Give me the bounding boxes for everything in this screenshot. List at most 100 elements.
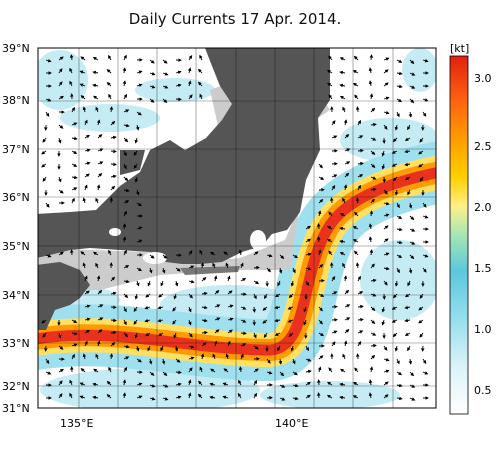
- current-arrow: [188, 94, 193, 100]
- current-arrow: [404, 332, 411, 336]
- current-arrow: [404, 305, 411, 310]
- current-arrow: [200, 353, 205, 360]
- current-arrow: [188, 356, 195, 360]
- current-arrow: [408, 267, 413, 274]
- current-arrow: [408, 358, 413, 365]
- current-arrow: [240, 262, 244, 269]
- current-arrow: [253, 265, 260, 270]
- current-arrow: [370, 187, 377, 192]
- current-arrow: [80, 95, 86, 100]
- colorbar-tick: 2.0: [474, 201, 492, 214]
- current-vectors: [41, 54, 429, 401]
- current-arrow: [162, 59, 168, 64]
- current-arrow: [303, 306, 307, 313]
- current-arrow: [199, 54, 203, 61]
- current-arrow: [122, 236, 127, 243]
- current-arrow: [45, 371, 52, 375]
- colorbar-tick: 1.0: [474, 323, 492, 336]
- current-arrow: [240, 319, 247, 323]
- current-arrow: [288, 293, 294, 299]
- current-arrow: [84, 173, 90, 178]
- current-arrow: [214, 317, 221, 321]
- current-arrow: [305, 394, 311, 399]
- current-arrow: [305, 252, 312, 257]
- current-arrow: [82, 106, 87, 113]
- current-arrow: [109, 106, 114, 113]
- current-arrow: [123, 249, 127, 256]
- current-arrow: [201, 291, 208, 296]
- current-arrow: [383, 238, 389, 243]
- current-arrow: [396, 254, 403, 258]
- current-arrow: [123, 332, 129, 338]
- current-arrow: [149, 397, 156, 401]
- current-arrow: [266, 371, 273, 375]
- current-arrow: [135, 124, 140, 131]
- current-arrow: [354, 94, 359, 100]
- current-arrow: [287, 319, 294, 323]
- current-arrow: [409, 215, 415, 221]
- current-arrow: [279, 254, 285, 260]
- current-arrow: [175, 370, 182, 375]
- current-arrow: [344, 328, 350, 334]
- current-arrow: [357, 275, 361, 282]
- current-arrow: [97, 148, 104, 152]
- current-arrow: [274, 318, 281, 323]
- current-arrow: [69, 67, 73, 74]
- current-arrow: [157, 305, 164, 310]
- current-arrow: [92, 70, 99, 75]
- current-arrow: [396, 71, 403, 76]
- current-arrow: [292, 358, 296, 365]
- current-arrow: [305, 369, 312, 374]
- current-arrow: [213, 340, 218, 347]
- current-arrow: [352, 70, 359, 74]
- current-arrow: [329, 262, 334, 269]
- current-arrow: [383, 280, 388, 286]
- current-arrow: [188, 345, 195, 349]
- current-arrow: [227, 340, 231, 347]
- map-area: [38, 48, 436, 408]
- current-arrow: [96, 275, 101, 282]
- current-arrow: [409, 228, 416, 232]
- current-arrow: [188, 279, 195, 284]
- current-arrow: [343, 340, 348, 347]
- current-arrow: [97, 172, 103, 178]
- current-arrow: [274, 305, 281, 310]
- current-arrow: [396, 202, 400, 209]
- current-arrow: [278, 358, 283, 365]
- current-arrow: [419, 137, 424, 143]
- current-arrow: [331, 174, 338, 178]
- current-arrow: [396, 84, 403, 89]
- current-arrow: [71, 106, 75, 113]
- current-arrow: [331, 185, 336, 191]
- current-arrow: [240, 353, 244, 360]
- current-arrow: [409, 371, 415, 377]
- current-arrow: [96, 119, 101, 126]
- current-arrow: [212, 353, 216, 360]
- current-arrow: [237, 392, 242, 399]
- current-arrow: [58, 393, 63, 399]
- current-arrow: [133, 319, 138, 325]
- current-arrow: [108, 93, 112, 100]
- current-arrow: [71, 319, 78, 323]
- current-arrow: [92, 83, 99, 88]
- current-arrow: [158, 332, 164, 337]
- current-arrow: [422, 254, 429, 258]
- colorbar-scale: [449, 55, 469, 415]
- current-arrow: [253, 332, 257, 339]
- current-arrow: [106, 81, 112, 87]
- current-arrow: [381, 163, 386, 170]
- current-arrow: [383, 110, 390, 115]
- current-arrow: [123, 319, 127, 326]
- current-arrow: [213, 275, 218, 282]
- current-arrow: [162, 254, 168, 259]
- current-arrow: [331, 276, 336, 282]
- current-arrow: [84, 290, 90, 295]
- current-arrow: [136, 382, 143, 386]
- current-arrow: [106, 68, 112, 74]
- current-arrow: [290, 345, 295, 352]
- colorbar-tick: 3.0: [474, 72, 492, 85]
- current-arrow: [383, 394, 389, 399]
- current-arrow: [392, 176, 398, 182]
- colorbar-tick: 2.5: [474, 140, 492, 153]
- current-arrow: [45, 202, 50, 208]
